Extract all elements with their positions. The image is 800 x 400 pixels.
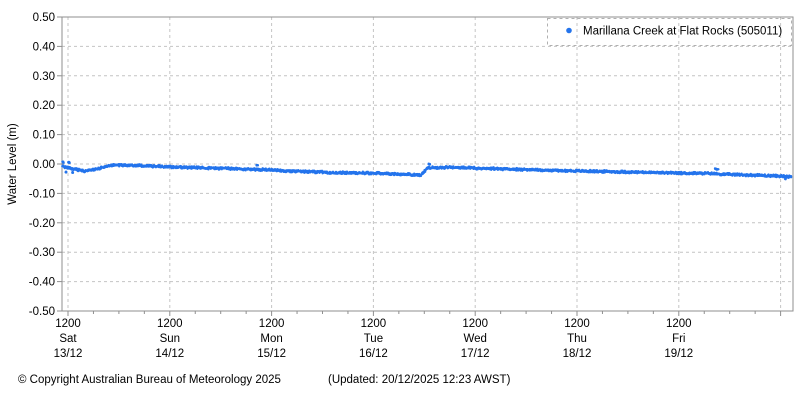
grid-layer [62, 16, 793, 312]
y-tick-label: -0.50 [29, 306, 55, 318]
x-tick-label: Wed [463, 333, 486, 345]
x-tick-label: 15/12 [257, 348, 286, 360]
x-tick-label: 14/12 [155, 348, 184, 360]
y-tick-label: -0.20 [29, 218, 55, 230]
y-tick-label: 0.00 [33, 159, 55, 171]
data-series-dots [61, 160, 793, 181]
x-tick-label: 17/12 [461, 348, 490, 360]
y-tick-label: 0.10 [33, 130, 55, 142]
x-tick-label: Tue [364, 333, 383, 345]
x-tick-label: 1200 [55, 318, 81, 330]
y-tick-label: 0.40 [33, 41, 55, 53]
x-tick-label: Thu [567, 333, 587, 345]
x-tick-label: Sun [160, 333, 180, 345]
x-tick-label: 1200 [666, 318, 692, 330]
y-tick-label: 0.50 [33, 12, 55, 24]
x-tick-label: Mon [260, 333, 282, 345]
x-tick-label: 16/12 [359, 348, 388, 360]
x-tick-label: 1200 [564, 318, 590, 330]
x-tick-label: 1200 [157, 318, 183, 330]
axis-layer: 0.50 0.40 0.30 0.20 0.10 0.00 -0.10 -0.20 -0.30 -… [29, 12, 794, 360]
y-tick-label: -0.10 [29, 188, 55, 200]
x-tick-label: 18/12 [563, 348, 592, 360]
x-tick-label: Sat [59, 333, 77, 345]
y-tick-label: -0.40 [29, 277, 55, 289]
x-tick-label: Fri [672, 333, 685, 345]
legend-box [547, 18, 792, 46]
x-tick-label: 1200 [462, 318, 488, 330]
legend-label: Marillana Creek at Flat Rocks (505011) [583, 26, 782, 38]
x-tick-label: 13/12 [54, 348, 83, 360]
y-tick-label: 0.20 [33, 100, 55, 112]
x-tick-label: 1200 [361, 318, 387, 330]
x-tick-label: 1200 [259, 318, 285, 330]
legend-marker-dot [566, 27, 572, 34]
y-tick-label: 0.30 [33, 71, 55, 83]
x-tick-label: 19/12 [664, 348, 693, 360]
updated-timestamp: (Updated: 20/12/2025 12:23 AWST) [328, 374, 511, 386]
legend: Marillana Creek at Flat Rocks (505011) [547, 18, 792, 46]
y-axis-title: Water Level (m) [7, 123, 19, 205]
copyright-notice: © Copyright Australian Bureau of Meteoro… [18, 374, 281, 386]
y-tick-label: -0.30 [29, 247, 55, 259]
